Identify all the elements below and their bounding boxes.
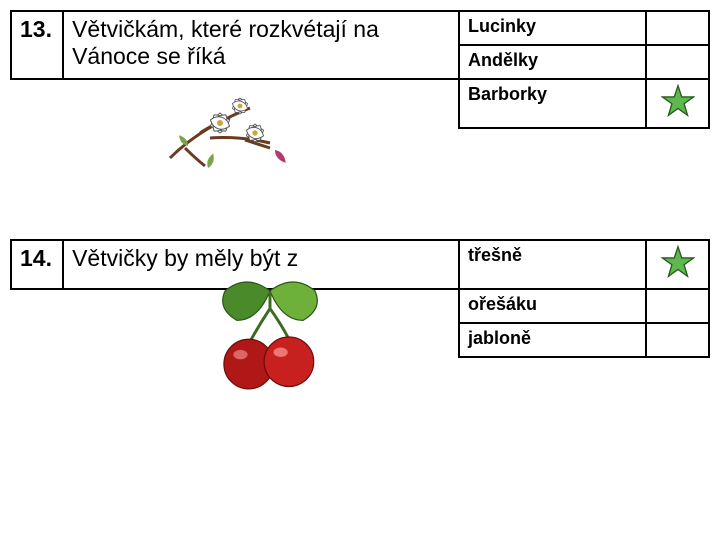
answer-option[interactable]: Lucinky — [459, 11, 647, 45]
answer-marker — [646, 45, 709, 79]
answer-marker — [646, 240, 709, 289]
answer-marker — [646, 11, 709, 45]
star-icon — [661, 245, 695, 279]
answer-option[interactable]: ořešáku — [459, 289, 647, 323]
answer-marker — [646, 323, 709, 357]
answer-option[interactable]: Barborky — [459, 79, 647, 128]
answer-option[interactable]: třešně — [459, 240, 647, 289]
question-14: 14. Větvičky by měly být z třešně ořešák… — [10, 239, 710, 358]
question-number: 13. — [11, 11, 63, 79]
question-13: 13. Větvičkám, které rozkvétají na Vánoc… — [10, 10, 710, 129]
question-table: 14. Větvičky by měly být z třešně ořešák… — [10, 239, 710, 358]
illustration-blossom — [160, 88, 360, 203]
answer-option[interactable]: jabloně — [459, 323, 647, 357]
star-icon — [661, 84, 695, 118]
answer-marker — [646, 79, 709, 128]
answer-marker — [646, 289, 709, 323]
question-number: 14. — [11, 240, 63, 289]
answer-option[interactable]: Andělky — [459, 45, 647, 79]
question-text: Větvičkám, které rozkvétají na Vánoce se… — [63, 11, 459, 79]
illustration-cherries — [200, 279, 340, 414]
question-table: 13. Větvičkám, které rozkvétají na Vánoc… — [10, 10, 710, 129]
